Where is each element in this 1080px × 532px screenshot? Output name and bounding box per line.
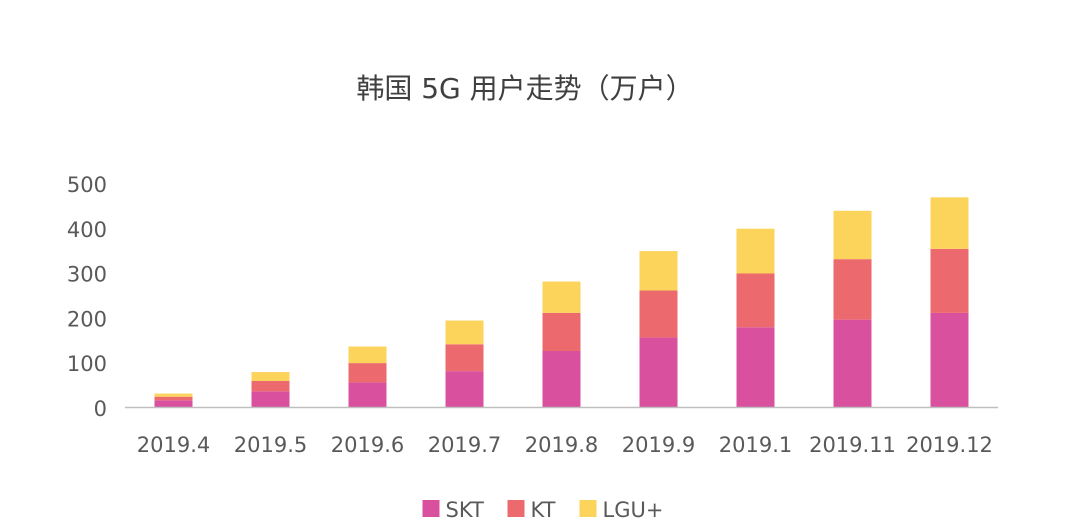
bar-skt-2019.4 <box>154 400 193 407</box>
bar-kt-2019.1 <box>736 273 775 328</box>
bar-lgu-2019.1 <box>736 228 775 274</box>
bar-skt-2019.11 <box>833 319 872 407</box>
legend-item-skt: SKT <box>422 498 484 522</box>
bar-lgu-2019.8 <box>542 281 581 313</box>
bar-kt-2019.6 <box>348 363 387 383</box>
bar-skt-2019.12 <box>930 312 969 407</box>
legend-swatch <box>579 500 597 517</box>
chart-title: 韩国 5G 用户走势（万户） <box>356 72 693 105</box>
x-tick-label: 2019.4 <box>137 433 210 457</box>
bar-lgu-2019.4 <box>154 393 193 397</box>
x-tick-label: 2019.9 <box>622 433 695 457</box>
x-tick-label: 2019.6 <box>331 433 404 457</box>
legend: SKT KT LGU+ <box>422 498 664 522</box>
legend-label: SKT <box>446 498 484 522</box>
bar-kt-2019.12 <box>930 248 969 313</box>
bar-lgu-2019.7 <box>445 320 484 345</box>
x-tick-label: 2019.11 <box>809 433 896 457</box>
x-tick-label: 2019.7 <box>428 433 501 457</box>
y-tick-label: 0 <box>94 397 107 421</box>
bar-skt-2019.7 <box>445 371 484 407</box>
x-tick-label: 2019.5 <box>234 433 307 457</box>
legend-label: KT <box>531 498 556 522</box>
bar-kt-2019.4 <box>154 396 193 401</box>
bar-lgu-2019.5 <box>251 372 290 382</box>
legend-item-kt: KT <box>507 498 556 522</box>
bar-skt-2019.6 <box>348 382 387 407</box>
legend-label: LGU+ <box>603 498 664 522</box>
y-tick-label: 400 <box>67 218 107 242</box>
x-tick-label: 2019.8 <box>525 433 598 457</box>
legend-swatch <box>507 500 525 517</box>
bar-skt-2019.5 <box>251 391 290 407</box>
y-tick-label: 500 <box>67 173 107 197</box>
bars-group <box>154 197 969 407</box>
x-axis: 2019.4 2019.5 2019.6 2019.7 2019.8 2019.9 2019… <box>137 433 993 457</box>
bar-kt-2019.7 <box>445 344 484 372</box>
bar-kt-2019.5 <box>251 381 290 392</box>
legend-swatch <box>422 500 440 517</box>
bar-lgu-2019.6 <box>348 346 387 364</box>
bar-skt-2019.1 <box>736 327 775 407</box>
bar-skt-2019.8 <box>542 351 581 407</box>
legend-item-lgu: LGU+ <box>579 498 664 522</box>
y-tick-label: 300 <box>67 263 107 287</box>
bar-kt-2019.9 <box>639 290 678 338</box>
x-tick-label: 2019.12 <box>906 433 993 457</box>
bar-lgu-2019.12 <box>930 197 969 249</box>
bar-lgu-2019.11 <box>833 210 872 260</box>
bar-lgu-2019.9 <box>639 251 678 291</box>
y-axis: 0 100 200 300 400 500 <box>67 173 107 421</box>
bar-kt-2019.8 <box>542 312 581 351</box>
bar-kt-2019.11 <box>833 259 872 320</box>
bar-skt-2019.9 <box>639 337 678 407</box>
x-tick-label: 2019.1 <box>719 433 792 457</box>
y-tick-label: 100 <box>67 352 107 376</box>
y-tick-label: 200 <box>67 307 107 331</box>
